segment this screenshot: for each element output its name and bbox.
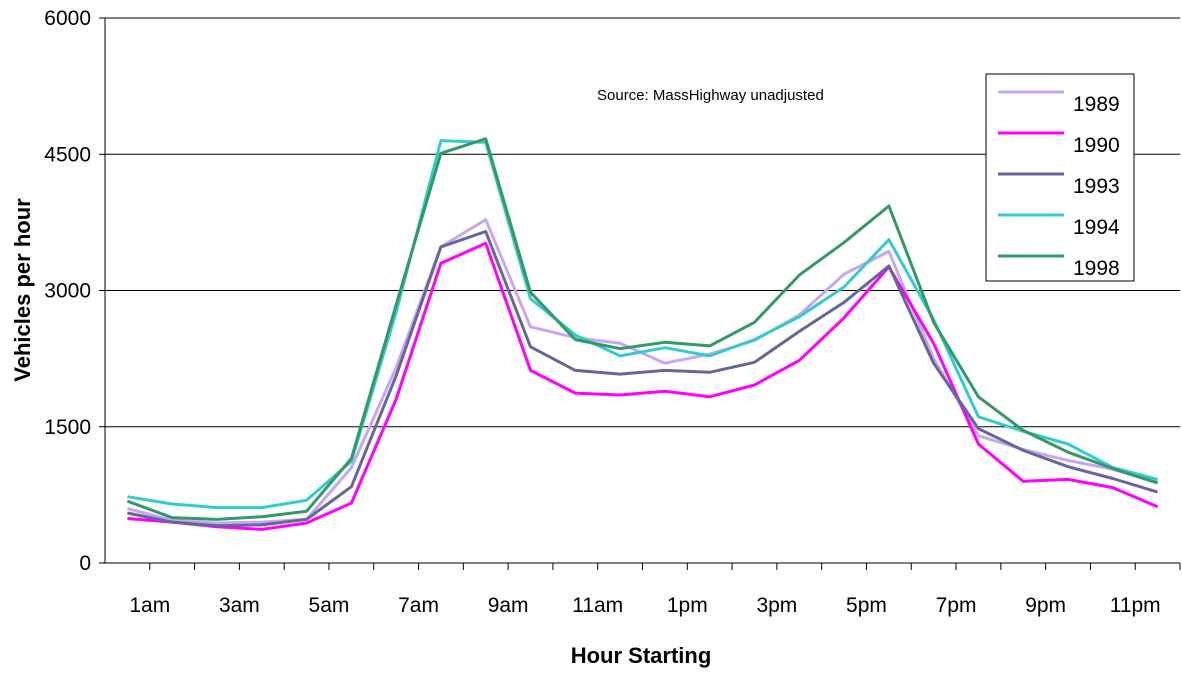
legend-label-1993: 1993	[1073, 175, 1120, 198]
y-tick-label: 3000	[44, 280, 91, 303]
x-tick-labels: 1am 3am 5am 7am 9am 11am 1pm 3pm 5pm 7pm 9pm 11pm	[129, 594, 1160, 617]
legend-label-1990: 1990	[1073, 134, 1120, 157]
x-tick-label: 3am	[219, 594, 260, 617]
x-tick-label: 5am	[309, 594, 350, 617]
series-line-1993	[127, 230, 1159, 528]
x-tick-label: 7am	[398, 594, 439, 617]
x-tick-label: 9am	[488, 594, 529, 617]
x-tick-label: 1am	[129, 594, 170, 617]
axes	[99, 17, 1181, 570]
legend-label-1989: 1989	[1073, 93, 1120, 116]
series-line-1990	[127, 241, 1159, 531]
x-tick-label: 5pm	[846, 594, 887, 617]
x-tick-label: 11pm	[1110, 594, 1161, 617]
y-tick-label: 1500	[44, 416, 91, 439]
y-tick-label: 0	[79, 552, 91, 575]
legend: 1989 1990 1993 1994 1998	[985, 73, 1135, 282]
x-tick-label: 11am	[572, 594, 623, 617]
legend-label-1994: 1994	[1073, 216, 1120, 239]
series-lines	[126, 137, 1159, 531]
x-tick-label: 3pm	[756, 594, 797, 617]
y-tick-label: 4500	[44, 143, 91, 166]
series-line-1994	[127, 139, 1158, 510]
y-axis-title: Vehicles per hour	[10, 198, 35, 382]
source-annotation: Source: MassHighway unadjusted	[597, 87, 824, 104]
x-axis-title: Hour Starting	[571, 643, 712, 668]
x-tick-label: 9pm	[1025, 594, 1066, 617]
legend-box	[985, 73, 1135, 282]
x-tick-label: 7pm	[936, 594, 977, 617]
series-line-1998	[126, 137, 1159, 521]
x-tick-label: 1pm	[667, 594, 708, 617]
y-tick-labels: 0 1500 3000 4500 6000	[44, 7, 91, 575]
legend-label-1998: 1998	[1073, 257, 1120, 280]
y-tick-label: 6000	[44, 7, 91, 30]
